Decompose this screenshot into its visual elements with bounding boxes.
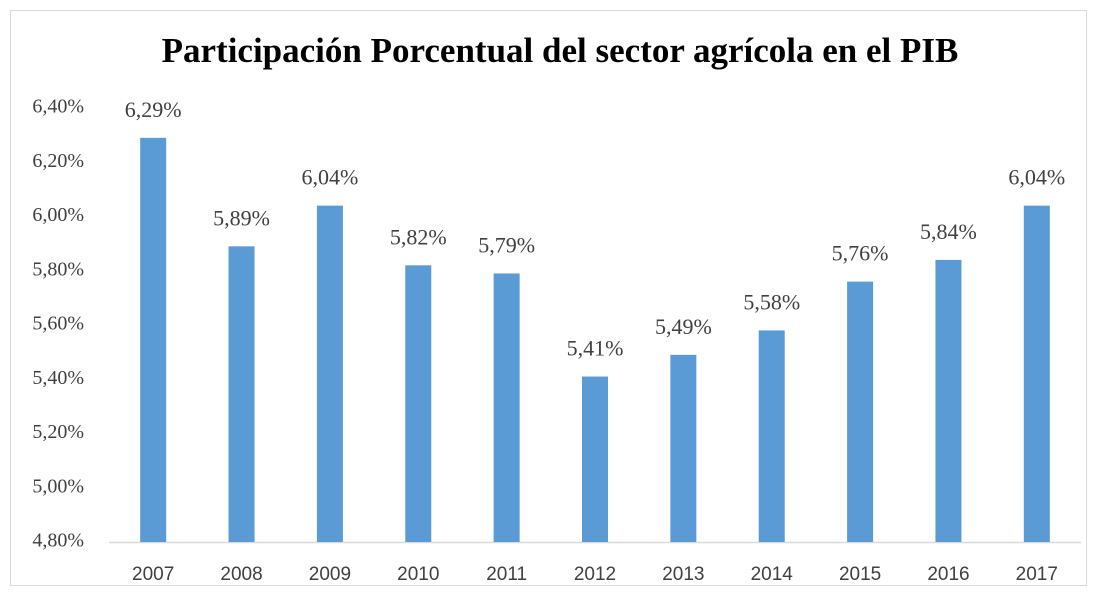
- y-tick-label: 4,80%: [32, 530, 84, 552]
- x-tick-label: 2007: [132, 564, 174, 585]
- data-label: 5,82%: [390, 224, 447, 249]
- data-label: 5,79%: [478, 233, 535, 258]
- x-tick-label: 2013: [662, 564, 704, 585]
- bar: [582, 376, 608, 542]
- data-label: 5,76%: [832, 241, 889, 266]
- x-tick-label: 2017: [1016, 564, 1058, 585]
- bar: [670, 354, 697, 542]
- bar: [935, 259, 962, 542]
- x-tick-label: 2012: [574, 564, 616, 585]
- bar: [758, 330, 785, 542]
- data-label: 5,49%: [655, 314, 712, 339]
- bar: [228, 246, 255, 542]
- y-tick-label: 5,20%: [32, 421, 84, 443]
- y-tick-label: 5,80%: [32, 258, 84, 280]
- x-tick-label: 2008: [220, 564, 262, 585]
- data-label: 5,84%: [920, 219, 977, 244]
- y-tick-label: 6,20%: [32, 150, 84, 172]
- chart-title: Participación Porcentual del sector agrí…: [162, 31, 959, 70]
- data-label: 6,04%: [1008, 165, 1065, 190]
- data-label: 5,89%: [213, 205, 270, 230]
- data-label: 5,41%: [567, 336, 624, 361]
- data-label: 6,04%: [301, 165, 358, 190]
- x-tick-label: 2011: [486, 564, 527, 585]
- bar: [847, 281, 874, 542]
- data-label: 6,29%: [125, 97, 182, 122]
- y-tick-label: 5,60%: [32, 313, 84, 335]
- data-label: 5,58%: [743, 289, 800, 314]
- bar: [493, 273, 520, 542]
- x-tick-label: 2010: [397, 564, 439, 585]
- x-tick-label: 2014: [751, 564, 794, 585]
- chart-border: [10, 10, 1087, 586]
- y-tick-label: 5,00%: [32, 475, 84, 497]
- bar: [1023, 205, 1050, 542]
- bar: [316, 205, 343, 542]
- y-tick-label: 6,40%: [32, 96, 84, 118]
- y-tick-label: 5,40%: [32, 367, 84, 389]
- y-tick-label: 6,00%: [32, 204, 84, 226]
- x-tick-label: 2016: [927, 564, 969, 585]
- bar: [140, 137, 167, 542]
- x-tick-label: 2009: [309, 564, 351, 585]
- x-tick-label: 2015: [839, 564, 881, 585]
- bar: [405, 265, 432, 542]
